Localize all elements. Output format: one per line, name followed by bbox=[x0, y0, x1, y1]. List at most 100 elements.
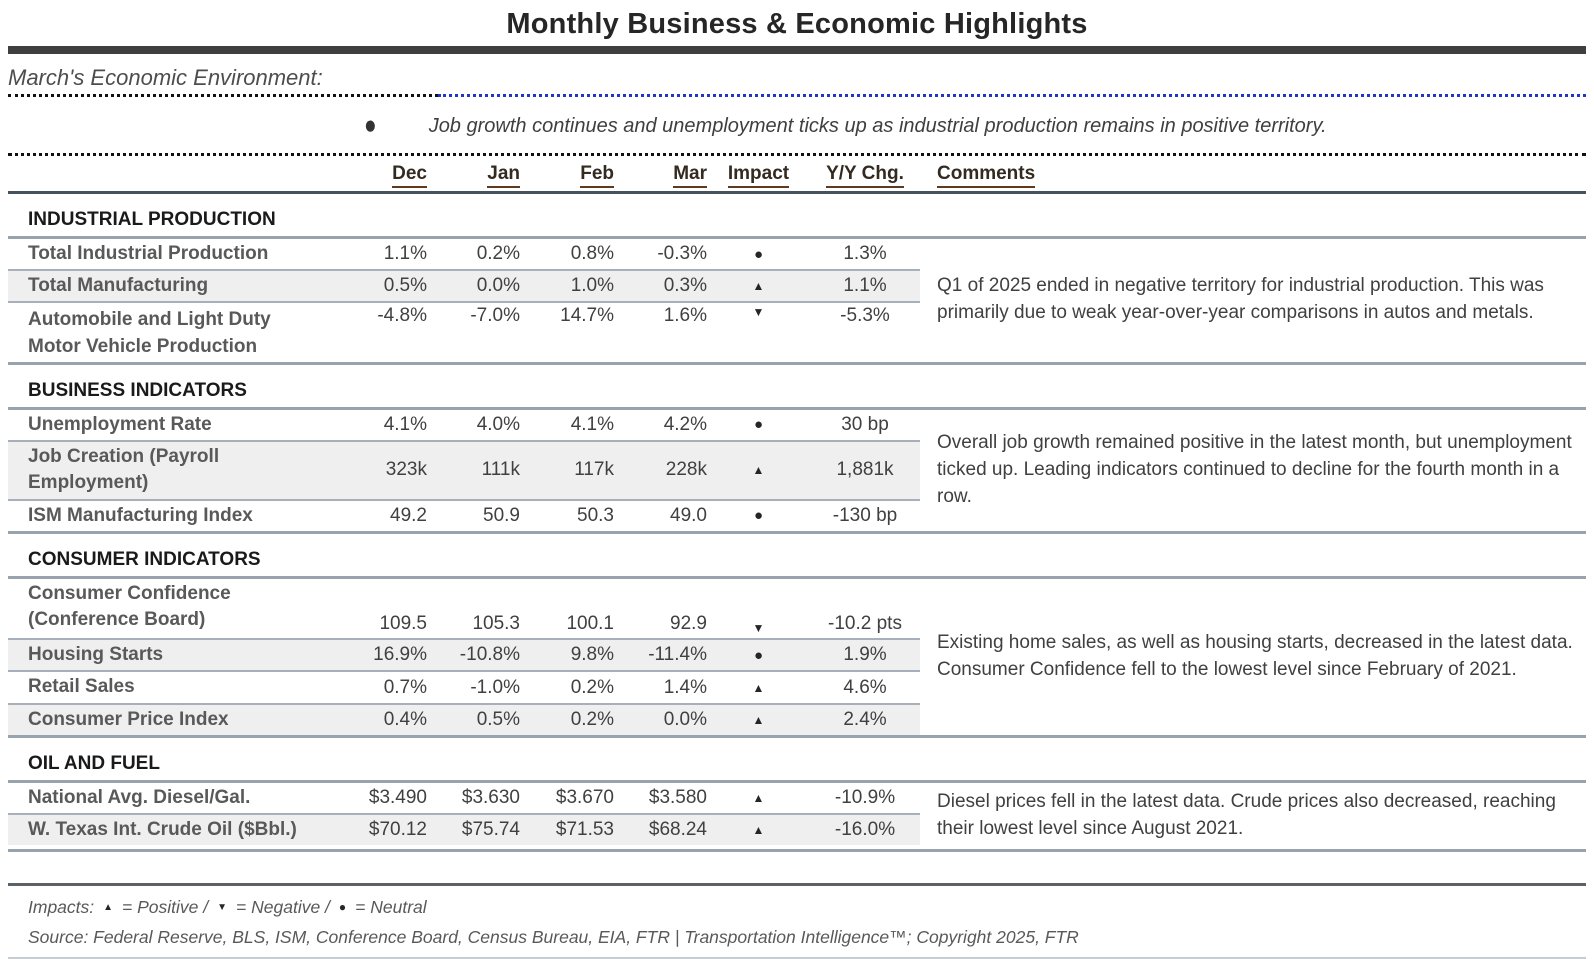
value-feb: 0.8% bbox=[570, 243, 614, 265]
value-feb: 50.3 bbox=[577, 504, 614, 526]
value-yy-chg: -16.0% bbox=[834, 819, 896, 841]
table-row: Total Manufacturing 0.5% 0.0% 1.0% 0.3% … bbox=[8, 271, 920, 304]
value-yy-chg: 1.1% bbox=[843, 275, 887, 297]
dotted-divider-full bbox=[8, 153, 1586, 156]
section-consumer-indicators: CONSUMER INDICATORS Consumer Confidence … bbox=[8, 549, 1586, 738]
column-header-feb: Feb bbox=[520, 163, 614, 188]
value-mar: $68.24 bbox=[648, 819, 707, 841]
dotted-divider-black-segment bbox=[8, 94, 438, 97]
title-rule bbox=[8, 46, 1586, 54]
value-mar: 228k bbox=[665, 459, 707, 481]
impacts-legend: Impacts: ▲ = Positive / ▼ = Negative / ●… bbox=[8, 897, 1586, 918]
row-label: Total Industrial Production bbox=[28, 243, 269, 264]
dotted-divider-split bbox=[8, 94, 1586, 97]
impact-neutral-icon: ● bbox=[753, 416, 764, 434]
value-dec: 109.5 bbox=[379, 613, 427, 635]
row-label: W. Texas Int. Crude Oil ($Bbl.) bbox=[28, 819, 297, 841]
section-title: CONSUMER INDICATORS bbox=[28, 548, 261, 570]
bottom-rule bbox=[8, 956, 1586, 959]
row-label: Total Manufacturing bbox=[28, 275, 209, 297]
column-header-yy-chg: Y/Y Chg. bbox=[810, 163, 920, 188]
value-yy-chg: 1,881k bbox=[836, 459, 894, 481]
value-mar: 0.3% bbox=[663, 275, 707, 297]
column-header-dec: Dec bbox=[340, 163, 427, 188]
dotted-divider-blue-segment bbox=[438, 94, 1586, 97]
value-yy-chg: -10.2 pts bbox=[828, 613, 902, 635]
section-oil-and-fuel: OIL AND FUEL National Avg. Diesel/Gal. $… bbox=[8, 753, 1586, 852]
value-jan: -10.8% bbox=[459, 644, 520, 666]
impact-positive-icon: ▲ bbox=[752, 463, 765, 478]
impact-positive-icon: ▲ bbox=[752, 279, 765, 294]
row-label: Consumer Confidence (Conference Board) bbox=[28, 582, 231, 630]
value-feb: $3.670 bbox=[555, 786, 614, 808]
value-jan: 111k bbox=[481, 459, 520, 481]
table-row: National Avg. Diesel/Gal. $3.490 $3.630 … bbox=[8, 783, 920, 816]
row-label: Automobile and Light Duty Motor Vehicle … bbox=[28, 309, 271, 357]
value-yy-chg: -5.3% bbox=[840, 305, 890, 327]
impact-positive-icon: ▲ bbox=[752, 823, 765, 838]
legend-neutral-icon: ● bbox=[338, 900, 347, 915]
value-jan: 0.5% bbox=[476, 708, 520, 730]
impact-neutral-icon: ● bbox=[753, 507, 764, 525]
impact-neutral-icon: ● bbox=[753, 245, 764, 263]
column-header-comments: Comments bbox=[920, 163, 1586, 188]
value-jan: $75.74 bbox=[461, 819, 520, 841]
value-mar: -11.4% bbox=[648, 644, 707, 666]
impact-neutral-icon: ● bbox=[753, 646, 764, 664]
table-row: Retail Sales 0.7% -1.0% 0.2% 1.4% ▲ 4.6% bbox=[8, 672, 920, 705]
value-dec: $3.490 bbox=[368, 786, 427, 808]
table-row: W. Texas Int. Crude Oil ($Bbl.) $70.12 $… bbox=[8, 815, 920, 846]
environment-heading: March's Economic Environment: bbox=[8, 65, 323, 90]
value-feb: 9.8% bbox=[570, 644, 614, 666]
intro-text: Job growth continues and unemployment ti… bbox=[428, 114, 1327, 137]
section-title: BUSINESS INDICATORS bbox=[28, 379, 247, 401]
value-dec: 4.1% bbox=[383, 413, 427, 435]
column-header-impact: Impact bbox=[707, 163, 810, 188]
header-spacer bbox=[8, 163, 340, 188]
value-mar: -0.3% bbox=[657, 243, 707, 265]
value-feb: 117k bbox=[574, 459, 614, 481]
value-jan: -7.0% bbox=[470, 305, 520, 327]
page-title: Monthly Business & Economic Highlights bbox=[506, 8, 1088, 40]
row-label: Unemployment Rate bbox=[28, 413, 212, 435]
row-label: Consumer Price Index bbox=[28, 708, 229, 730]
source-line: Source: Federal Reserve, BLS, ISM, Confe… bbox=[28, 926, 1079, 947]
value-dec: 0.4% bbox=[383, 708, 427, 730]
section-comment: Existing home sales, as well as housing … bbox=[937, 631, 1573, 680]
value-yy-chg: -10.9% bbox=[834, 786, 896, 808]
value-feb: 14.7% bbox=[560, 305, 614, 327]
legend-negative-icon: ▼ bbox=[217, 901, 228, 913]
section-comment: Overall job growth remained positive in … bbox=[937, 431, 1572, 507]
value-yy-chg: 1.3% bbox=[843, 243, 887, 265]
legend-negative-text: = Negative / bbox=[236, 896, 330, 917]
impact-positive-icon: ▲ bbox=[752, 790, 765, 805]
row-label: ISM Manufacturing Index bbox=[28, 504, 253, 526]
value-dec: 0.5% bbox=[383, 275, 427, 297]
intro-bullet-row: ● Job growth continues and unemployment … bbox=[8, 111, 1586, 140]
value-jan: 50.9 bbox=[483, 504, 520, 526]
table-row: Automobile and Light Duty Motor Vehicle … bbox=[8, 303, 920, 361]
impact-negative-icon: ▼ bbox=[752, 305, 765, 320]
section-comment: Q1 of 2025 ended in negative territory f… bbox=[937, 275, 1544, 324]
value-jan: 0.0% bbox=[476, 275, 520, 297]
value-dec: $70.12 bbox=[368, 819, 427, 841]
legend-positive-icon: ▲ bbox=[103, 901, 114, 913]
table-row: Consumer Confidence (Conference Board) 1… bbox=[8, 579, 920, 641]
section-title: INDUSTRIAL PRODUCTION bbox=[28, 209, 276, 230]
section-industrial-production: INDUSTRIAL PRODUCTION Total Industrial P… bbox=[8, 209, 1586, 365]
impacts-label: Impacts: bbox=[28, 896, 95, 917]
value-jan: $3.630 bbox=[461, 786, 520, 808]
value-mar: $3.580 bbox=[648, 786, 707, 808]
value-mar: 1.6% bbox=[663, 305, 707, 327]
legend-neutral-text: = Neutral bbox=[355, 896, 427, 917]
table-row: Housing Starts 16.9% -10.8% 9.8% -11.4% … bbox=[8, 640, 920, 673]
value-mar: 1.4% bbox=[663, 676, 707, 698]
row-label: Retail Sales bbox=[28, 676, 135, 698]
value-dec: 0.7% bbox=[383, 676, 427, 698]
value-jan: 105.3 bbox=[472, 613, 520, 635]
table-row: Consumer Price Index 0.4% 0.5% 0.2% 0.0%… bbox=[8, 704, 920, 735]
table-row: ISM Manufacturing Index 49.2 50.9 50.3 4… bbox=[8, 501, 920, 531]
value-mar: 4.2% bbox=[663, 413, 707, 435]
value-yy-chg: 2.4% bbox=[843, 708, 887, 730]
value-feb: 100.1 bbox=[566, 613, 614, 635]
